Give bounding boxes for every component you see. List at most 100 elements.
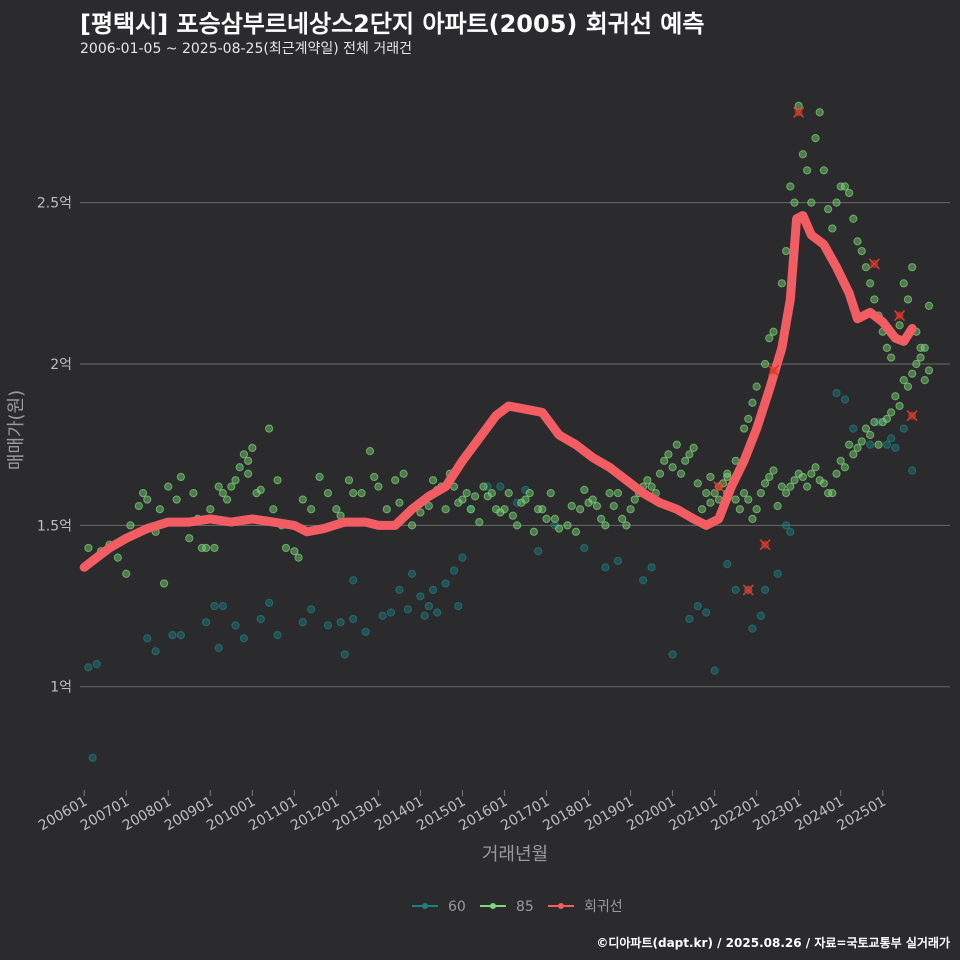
data-point [164, 482, 173, 491]
data-point [781, 246, 791, 256]
data-point [874, 440, 883, 449]
y-tick-label: 1억 [50, 680, 72, 696]
data-point [777, 279, 786, 288]
data-point [693, 601, 702, 611]
data-point [315, 472, 324, 482]
data-point [265, 424, 274, 433]
data-point [760, 479, 770, 488]
data-point [908, 466, 917, 475]
outlier-x-marker [759, 539, 771, 551]
data-point [819, 166, 829, 175]
legend-label: 85 [516, 899, 534, 915]
data-point [399, 469, 408, 478]
x-axis-label: 거래년월 [482, 844, 548, 865]
data-point [542, 514, 551, 524]
data-point [210, 601, 219, 611]
data-point [231, 621, 240, 630]
data-point [836, 456, 845, 465]
data-point [395, 498, 404, 507]
data-point [521, 495, 530, 504]
data-point [790, 476, 799, 485]
data-point [626, 505, 635, 514]
data-point [550, 514, 560, 524]
data-point [239, 634, 249, 643]
data-point [134, 501, 143, 511]
footer-credit: ©디아파트(dapt.kr) / 2025.08.26 / 자료=국토교통부 실… [596, 936, 950, 950]
data-point [420, 611, 429, 620]
data-point [298, 495, 307, 504]
data-point [748, 514, 757, 524]
outlier-x-marker [793, 106, 805, 118]
data-point [386, 608, 396, 617]
data-point [630, 495, 639, 504]
data-point [702, 608, 711, 617]
data-point [168, 630, 177, 640]
data-point [214, 482, 223, 491]
data-point [546, 488, 555, 498]
data-point [143, 495, 152, 504]
data-point [828, 488, 837, 498]
data-point [803, 166, 812, 175]
data-point [374, 482, 383, 491]
data-point [143, 634, 152, 643]
data-point [441, 579, 450, 588]
data-point [336, 618, 345, 627]
data-point [639, 576, 648, 585]
data-point [887, 408, 896, 417]
regression-path [79, 211, 917, 572]
page-title: [평택시] 포승삼부르네상스2단지 아파트(2005) 회귀선 예측 [80, 10, 705, 38]
data-point [479, 482, 488, 491]
data-point [887, 434, 896, 443]
data-point [525, 488, 534, 498]
data-point [760, 359, 770, 369]
data-point [458, 495, 467, 504]
data-point [500, 505, 509, 514]
data-point [424, 601, 433, 611]
data-point [849, 214, 858, 223]
data-point [840, 182, 850, 191]
data-point [534, 505, 543, 514]
data-point [172, 495, 181, 504]
data-point [882, 440, 892, 449]
data-point [781, 488, 791, 498]
data-point [798, 150, 807, 159]
data-point [807, 198, 816, 207]
data-point [676, 469, 686, 478]
data-point [454, 601, 463, 611]
y-axis-label: 매매가(원) [6, 390, 27, 470]
data-point [899, 376, 908, 385]
data-point [248, 443, 257, 453]
data-point [601, 521, 610, 530]
data-point [857, 246, 866, 256]
data-point [613, 556, 623, 565]
data-point [786, 482, 795, 491]
data-point [866, 279, 875, 288]
y-tick-label: 1.5억 [37, 518, 72, 534]
data-point [752, 382, 761, 391]
data-point [563, 521, 572, 530]
data-point [382, 505, 391, 514]
data-point [244, 456, 253, 465]
data-point [710, 488, 719, 498]
data-point [298, 618, 307, 627]
data-point [470, 492, 480, 501]
data-point [433, 608, 442, 617]
data-point [672, 440, 681, 449]
data-point [265, 598, 274, 607]
data-point [349, 576, 358, 585]
data-point [256, 614, 265, 624]
data-point [395, 585, 404, 595]
data-point [508, 511, 517, 520]
data-point [206, 505, 215, 514]
data-point [483, 482, 492, 491]
data-point [803, 482, 812, 491]
legend-swatch-dot [490, 903, 496, 909]
data-point [155, 505, 164, 514]
page-subtitle: 2006-01-05 ~ 2025-08-25(최근계약일) 전체 거래건 [80, 41, 412, 57]
data-point [159, 579, 169, 588]
data-point [824, 204, 833, 214]
data-point [882, 343, 892, 352]
data-point [513, 521, 522, 530]
data-point [475, 518, 484, 527]
data-point [622, 521, 631, 530]
